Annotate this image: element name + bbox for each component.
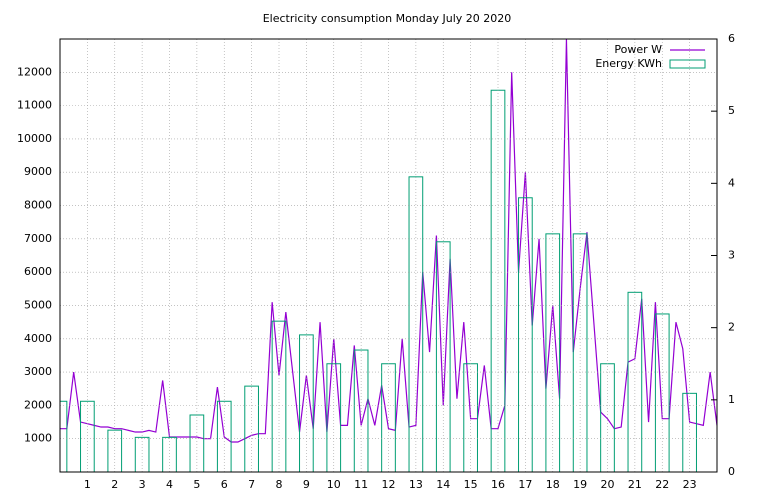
y2-tick-label: 2	[728, 321, 735, 334]
y-tick-label: 11000	[17, 99, 52, 112]
x-tick-label: 19	[573, 478, 587, 491]
x-tick-label: 10	[327, 478, 341, 491]
x-tick-label: 5	[193, 478, 200, 491]
y2-tick-label: 5	[728, 104, 735, 117]
x-tick-label: 11	[354, 478, 368, 491]
energy-bar	[572, 233, 588, 472]
y-tick-label: 7000	[24, 232, 52, 245]
legend-label: Power W	[614, 43, 662, 56]
chart-title: Electricity consumption Monday July 20 2…	[263, 12, 512, 25]
y2-tick-label: 1	[728, 393, 735, 406]
y2-tick-label: 0	[728, 465, 735, 478]
x-tick-label: 2	[111, 478, 118, 491]
y-tick-label: 3000	[24, 365, 52, 378]
x-tick-label: 16	[491, 478, 505, 491]
y-tick-label: 6000	[24, 265, 52, 278]
x-tick-label: 15	[464, 478, 478, 491]
energy-bar	[134, 436, 150, 472]
x-tick-label: 13	[409, 478, 423, 491]
plot-area	[60, 39, 717, 472]
legend-label: Energy KWh	[595, 57, 662, 70]
x-tick-label: 23	[683, 478, 697, 491]
x-tick-label: 1	[84, 478, 91, 491]
y-tick-label: 1000	[24, 432, 52, 445]
y2-tick-label: 4	[728, 176, 735, 189]
x-tick-label: 21	[628, 478, 642, 491]
x-tick-label: 3	[139, 478, 146, 491]
x-tick-label: 18	[546, 478, 560, 491]
energy-bar	[216, 400, 232, 472]
y-tick-label: 8000	[24, 199, 52, 212]
y-tick-label: 5000	[24, 298, 52, 311]
x-tick-label: 4	[166, 478, 173, 491]
y-tick-label: 12000	[17, 65, 52, 78]
x-tick-label: 8	[276, 478, 283, 491]
y-tick-label: 2000	[24, 398, 52, 411]
x-tick-label: 12	[382, 478, 396, 491]
energy-bar	[299, 334, 314, 472]
energy-bar	[60, 400, 68, 472]
x-tick-label: 7	[248, 478, 255, 491]
energy-bar	[353, 349, 369, 472]
energy-bar	[518, 197, 533, 472]
y2-tick-label: 3	[728, 249, 735, 262]
x-tick-label: 6	[221, 478, 228, 491]
x-tick-label: 14	[436, 478, 450, 491]
y-tick-label: 9000	[24, 165, 52, 178]
plot-frame	[59, 38, 718, 473]
energy-bar	[627, 291, 643, 472]
energy-bar	[435, 241, 451, 472]
x-tick-label: 17	[518, 478, 532, 491]
energy-bar	[244, 385, 259, 472]
energy-bar	[80, 400, 95, 472]
y-tick-label: 4000	[24, 332, 52, 345]
x-tick-label: 22	[655, 478, 669, 491]
x-tick-label: 9	[303, 478, 310, 491]
y2-tick-label: 6	[728, 32, 735, 45]
energy-bar	[545, 233, 561, 472]
energy-bar	[162, 436, 177, 472]
energy-bar	[107, 429, 123, 472]
legend-swatch	[669, 59, 706, 69]
y-tick-label: 10000	[17, 132, 52, 145]
x-tick-label: 20	[601, 478, 615, 491]
